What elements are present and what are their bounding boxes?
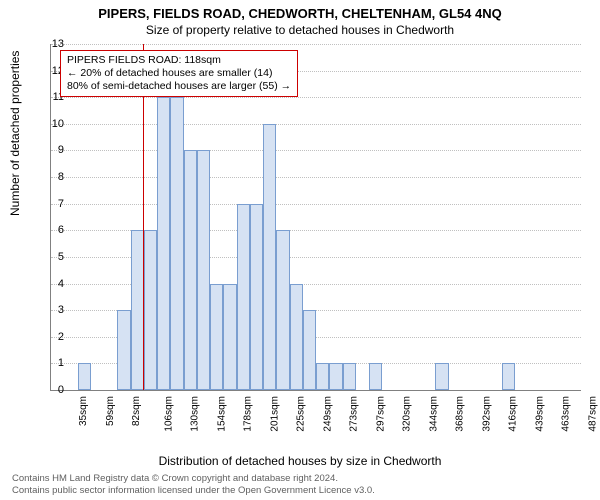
histogram-bar [276,230,289,390]
x-tick-label: 439sqm [534,396,545,432]
y-tick-label: 7 [44,198,64,210]
y-tick-label: 9 [44,144,64,156]
histogram-bar [117,310,130,390]
x-tick-label: 463sqm [561,396,572,432]
x-tick-label: 320sqm [402,396,413,432]
x-tick-label: 344sqm [428,396,439,432]
gridline [51,44,581,46]
histogram-bar [303,310,316,390]
y-tick-label: 6 [44,224,64,236]
chart-title: PIPERS, FIELDS ROAD, CHEDWORTH, CHELTENH… [0,0,600,21]
histogram-bar [329,363,342,390]
x-tick-label: 154sqm [216,396,227,432]
histogram-bar [78,363,91,390]
y-tick-label: 8 [44,171,64,183]
x-tick-label: 297sqm [375,396,386,432]
x-axis-label: Distribution of detached houses by size … [0,454,600,468]
y-tick-label: 3 [44,304,64,316]
annotation-line: ← 20% of detached houses are smaller (14… [67,67,291,80]
histogram-bar [369,363,382,390]
x-tick-label: 249sqm [322,396,333,432]
histogram-bar [144,230,157,390]
chart-subtitle: Size of property relative to detached ho… [0,21,600,37]
histogram-bar [237,204,250,390]
histogram-bar [210,284,223,390]
histogram-bar [223,284,236,390]
histogram-bar [290,284,303,390]
x-tick-label: 130sqm [190,396,201,432]
y-tick-label: 4 [44,278,64,290]
y-tick-label: 10 [44,118,64,130]
x-tick-label: 106sqm [163,396,174,432]
x-tick-label: 487sqm [587,396,598,432]
footer-attribution: Contains HM Land Registry data © Crown c… [12,473,375,496]
histogram-bar [157,97,170,390]
annotation-line: 80% of semi-detached houses are larger (… [67,80,291,93]
x-tick-label: 178sqm [243,396,254,432]
histogram-bar [131,230,144,390]
gridline [51,204,581,206]
gridline [51,97,581,99]
gridline [51,150,581,152]
histogram-bar [316,363,329,390]
histogram-bar [197,150,210,390]
y-tick-label: 2 [44,331,64,343]
footer-line-1: Contains HM Land Registry data © Crown c… [12,473,375,484]
x-tick-label: 82sqm [131,396,142,426]
annotation-box: PIPERS FIELDS ROAD: 118sqm← 20% of detac… [60,50,298,97]
histogram-bar [170,97,183,390]
x-tick-label: 273sqm [349,396,360,432]
y-tick-label: 5 [44,251,64,263]
x-tick-label: 416sqm [508,396,519,432]
gridline [51,124,581,126]
histogram-bar [263,124,276,390]
y-tick-label: 13 [44,38,64,50]
x-tick-label: 225sqm [296,396,307,432]
y-tick-label: 1 [44,357,64,369]
x-tick-label: 59sqm [105,396,116,426]
x-tick-label: 201sqm [269,396,280,432]
y-axis-label: Number of detached properties [8,51,22,216]
histogram-bar [184,150,197,390]
footer-line-2: Contains public sector information licen… [12,485,375,496]
y-tick-label: 0 [44,384,64,396]
annotation-line: PIPERS FIELDS ROAD: 118sqm [67,54,291,67]
histogram-bar [343,363,356,390]
histogram-bar [250,204,263,390]
histogram-bar [502,363,515,390]
gridline [51,177,581,179]
histogram-bar [435,363,448,390]
x-tick-label: 35sqm [78,396,89,426]
x-tick-label: 392sqm [481,396,492,432]
x-tick-label: 368sqm [455,396,466,432]
